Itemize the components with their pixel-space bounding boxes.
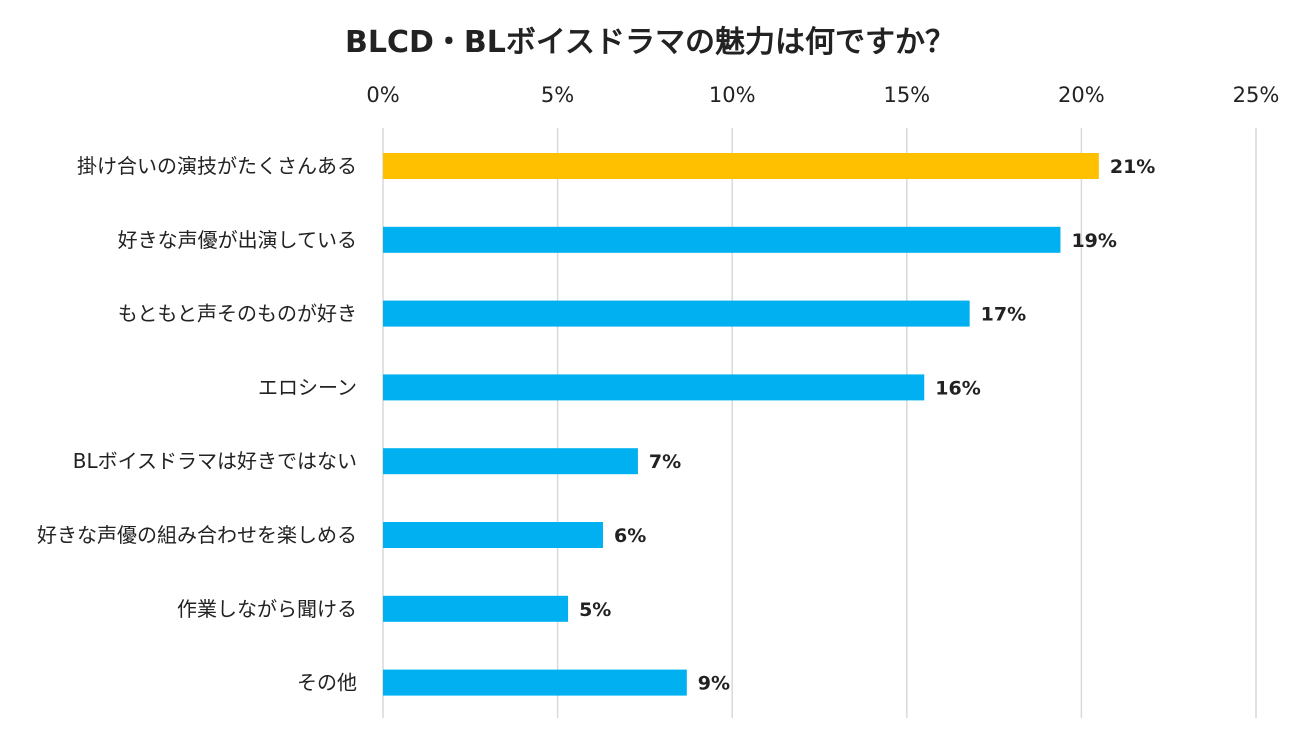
- category-label: 好きな声優が出演している: [118, 228, 357, 252]
- value-label: 6%: [614, 525, 646, 547]
- value-label: 17%: [981, 304, 1026, 326]
- value-labels: 21% 19% 17% 16% 7% 6% 5% 9%: [579, 156, 1155, 695]
- category-label: もともと声そのものが好き: [118, 302, 357, 326]
- gridlines: [382, 128, 1257, 718]
- value-label: 5%: [579, 599, 611, 621]
- x-axis-ticks: 0% 5% 10% 15% 20% 25%: [366, 83, 1279, 107]
- chart-title: BLCD・BLボイスドラマの魅力は何ですか？: [345, 25, 955, 60]
- x-tick-label: 10%: [709, 83, 756, 107]
- value-label: 19%: [1071, 230, 1116, 252]
- category-label: BLボイスドラマは好きではない: [73, 449, 357, 473]
- bar-4: [383, 448, 638, 475]
- category-labels: 掛け合いの演技がたくさんある好きな声優が出演しているもともと声そのものが好きエロ…: [37, 154, 357, 695]
- x-tick-label: 25%: [1233, 83, 1280, 107]
- bar-1: [383, 226, 1061, 253]
- value-label: 16%: [935, 377, 980, 399]
- value-label: 9%: [698, 673, 730, 695]
- bar-3: [383, 374, 925, 401]
- category-label: 作業しながら聞ける: [177, 597, 357, 621]
- bar-7: [383, 669, 687, 696]
- value-label: 21%: [1110, 156, 1155, 178]
- x-tick-label: 20%: [1058, 83, 1105, 107]
- category-label: エロシーン: [258, 375, 357, 399]
- category-label: 好きな声優の組み合わせを楽しめる: [37, 523, 357, 547]
- bar-0: [383, 153, 1099, 179]
- category-label: 掛け合いの演技がたくさんある: [77, 154, 357, 178]
- bars: [383, 153, 1099, 696]
- bar-5: [383, 522, 603, 548]
- category-label: その他: [297, 671, 357, 695]
- x-tick-label: 5%: [541, 83, 574, 107]
- value-label: 7%: [649, 451, 681, 473]
- bar-2: [383, 300, 970, 327]
- bar-6: [383, 595, 569, 622]
- x-tick-label: 15%: [883, 83, 930, 107]
- x-tick-label: 0%: [366, 83, 399, 107]
